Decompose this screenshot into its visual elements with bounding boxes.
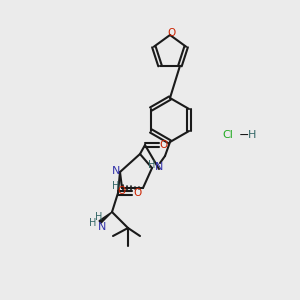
Text: H: H <box>112 181 120 191</box>
Text: O: O <box>168 28 176 38</box>
Text: N: N <box>112 166 120 176</box>
Text: H: H <box>248 130 256 140</box>
Text: O: O <box>118 186 126 196</box>
Text: H: H <box>148 160 156 170</box>
Text: O: O <box>133 188 141 198</box>
Polygon shape <box>99 212 112 223</box>
Text: N: N <box>155 162 163 172</box>
Text: N: N <box>98 222 106 232</box>
Text: −: − <box>239 128 249 142</box>
Text: O: O <box>160 140 168 150</box>
Text: H: H <box>89 218 97 228</box>
Text: Cl: Cl <box>223 130 233 140</box>
Text: H: H <box>95 212 103 222</box>
